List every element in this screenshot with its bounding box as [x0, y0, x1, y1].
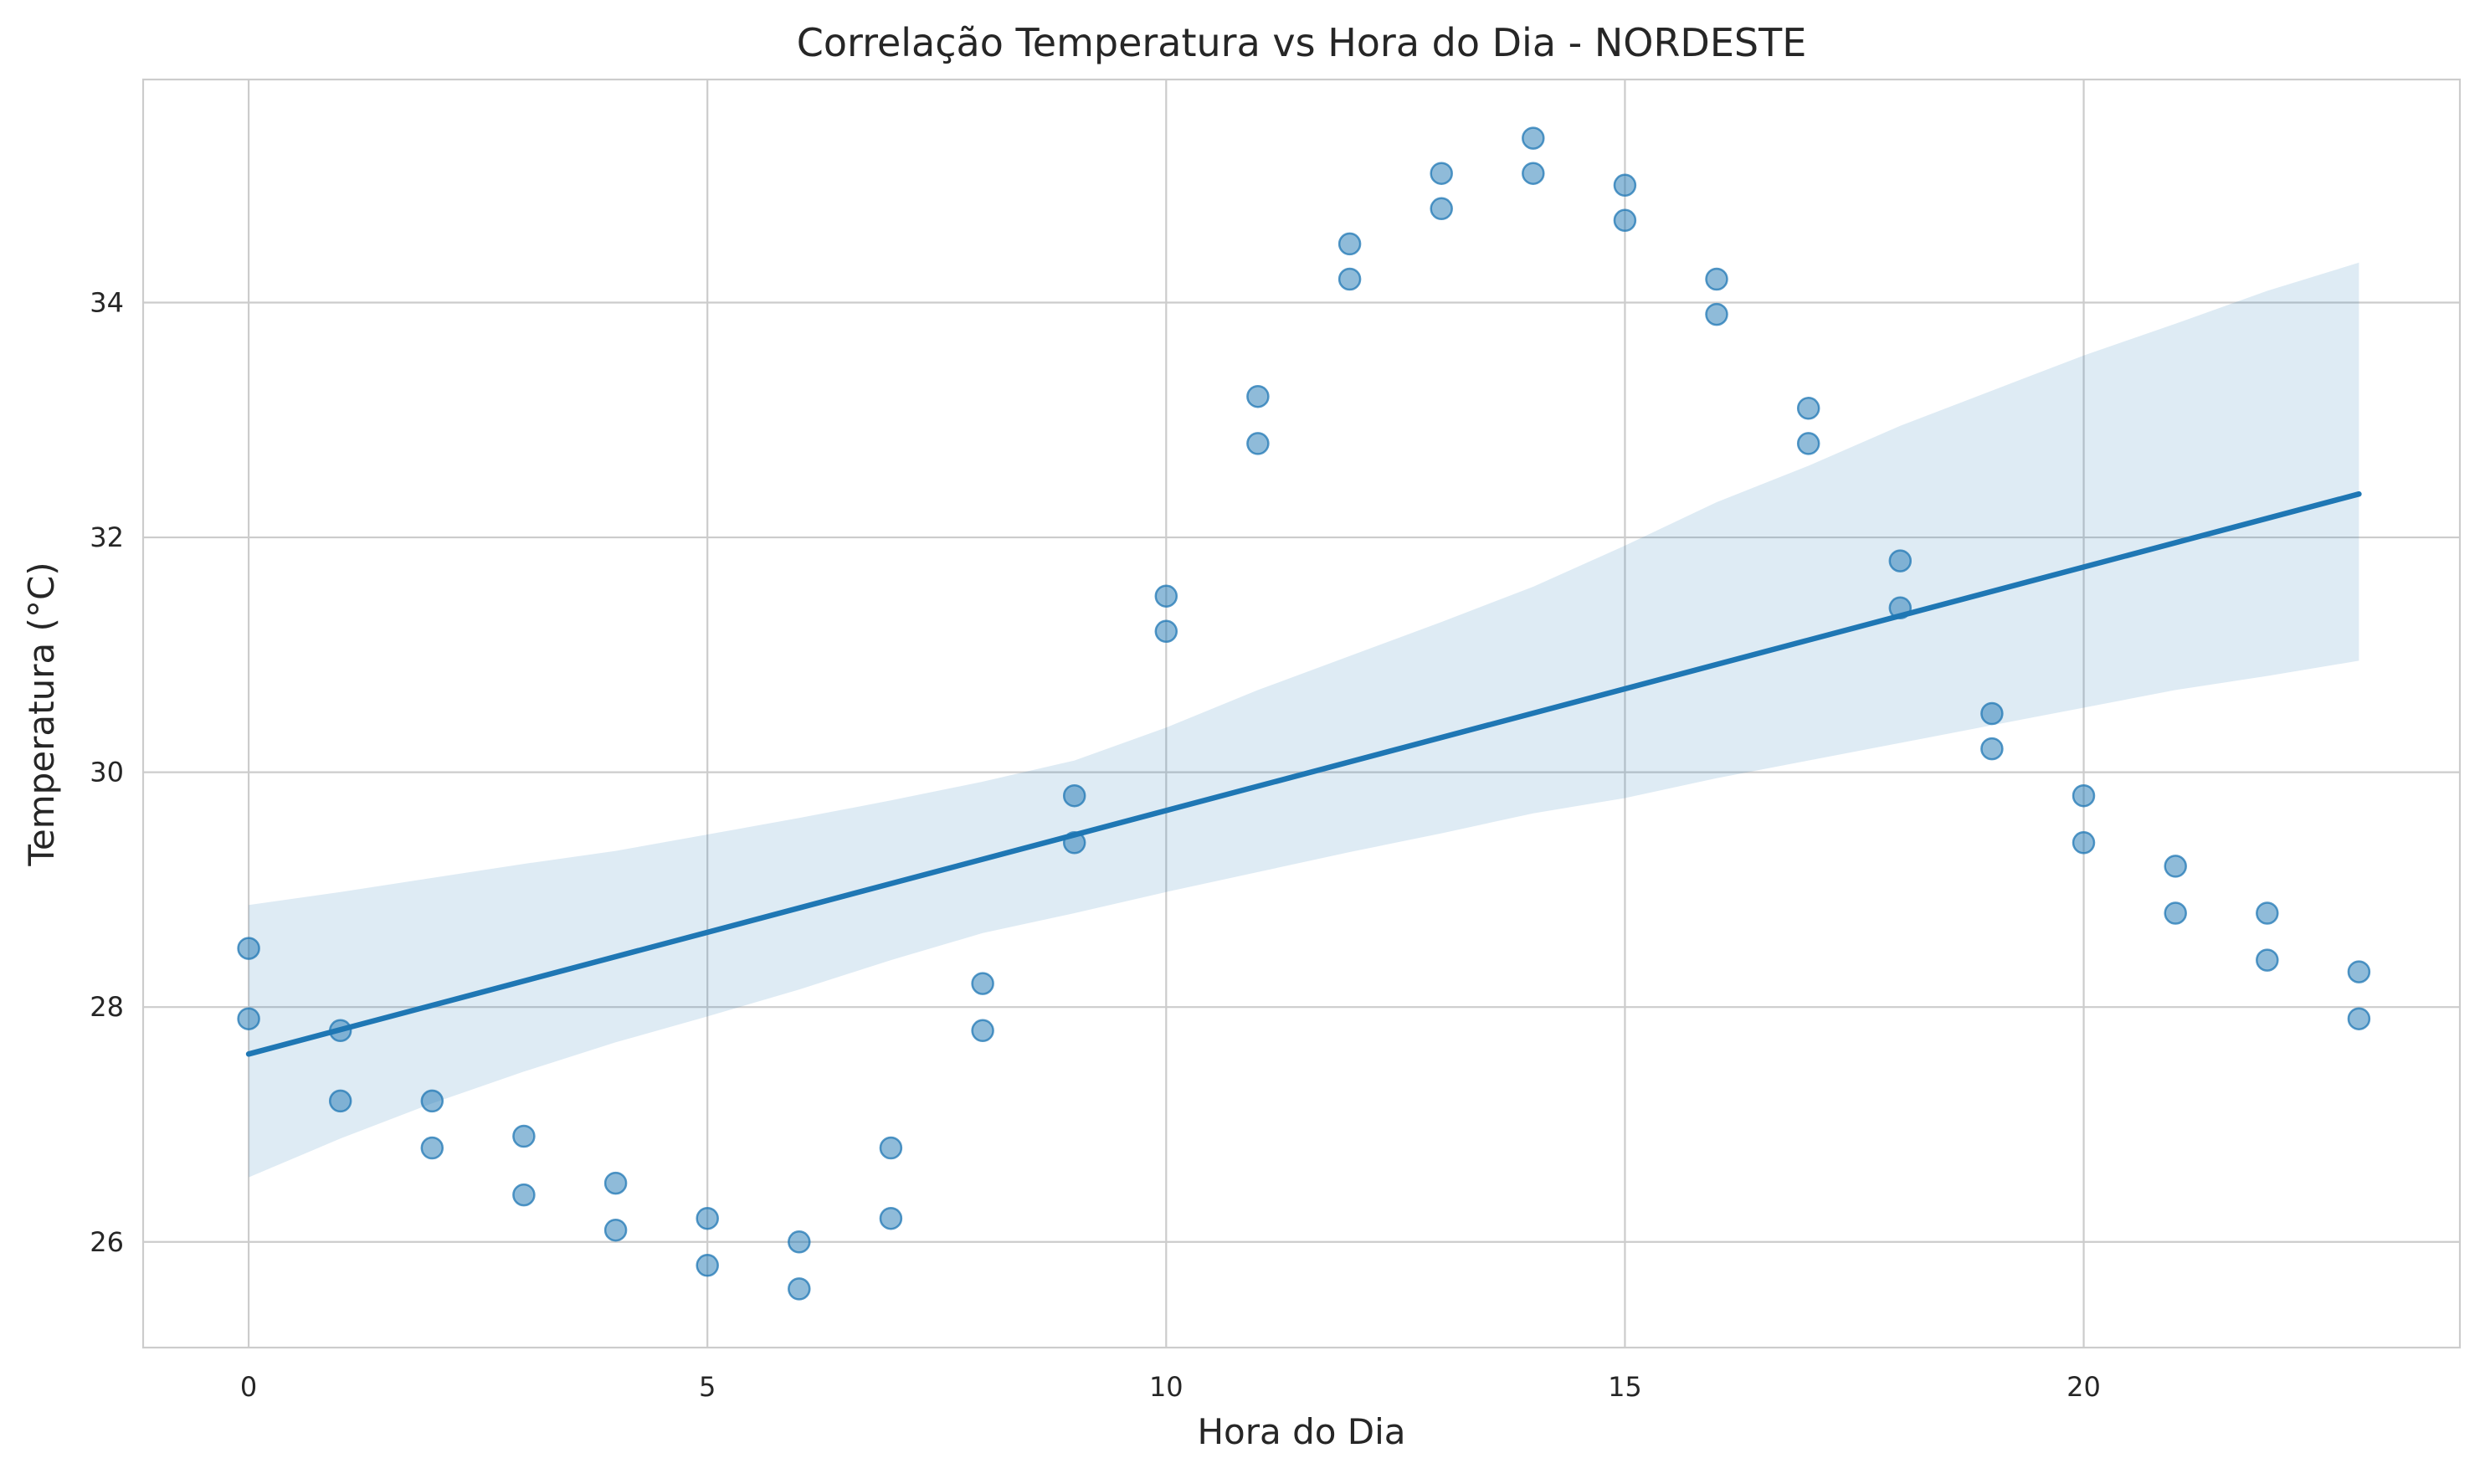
scatter-point — [788, 1277, 811, 1301]
scatter-point — [1062, 831, 1086, 855]
scatter-point — [1980, 737, 2004, 761]
scatter-point — [1430, 197, 1453, 221]
scatter-point — [2256, 901, 2279, 925]
scatter-point — [696, 1206, 719, 1230]
scatter-point — [2256, 948, 2279, 972]
scatter-point — [237, 1007, 260, 1030]
scatter-point — [237, 937, 260, 960]
scatter-point — [603, 1171, 628, 1195]
scatter-point — [788, 1230, 811, 1254]
x-axis-label: Hora do Dia — [1197, 1411, 1405, 1452]
y-axis-label: Temperatura (°C) — [21, 562, 62, 866]
scatter-point — [1796, 432, 1820, 455]
scatter-point — [1796, 397, 1820, 420]
scatter-point — [1613, 173, 1637, 198]
scatter-point — [1154, 619, 1178, 644]
scatter-point — [1430, 162, 1453, 185]
y-tick-label: 28 — [90, 991, 124, 1023]
scatter-point — [1154, 584, 1178, 608]
scatter-point — [1705, 267, 1728, 291]
scatter-point — [879, 1206, 903, 1230]
tick-labels-layer: 0 5 10 15 20 26 28 30 32 34 — [90, 287, 2101, 1403]
x-tick-label: 20 — [2067, 1371, 2101, 1403]
confidence-band — [249, 262, 2359, 1178]
scatter-point — [512, 1124, 536, 1148]
chart-title: Correlação Temperatura vs Hora do Dia - … — [797, 20, 1807, 65]
x-tick-label: 5 — [699, 1371, 716, 1403]
scatter-point — [1888, 549, 1913, 573]
scatter-point — [1337, 232, 1362, 256]
scatter-point — [1613, 208, 1637, 233]
y-tick-label: 32 — [90, 521, 124, 553]
scatter-point — [328, 1019, 352, 1043]
scatter-point — [2072, 783, 2096, 808]
scatter-point — [1522, 162, 1545, 185]
scatter-point — [2072, 831, 2096, 855]
scatter-point — [971, 1019, 994, 1043]
regression-line — [245, 490, 2362, 1057]
scatter-point — [2164, 901, 2187, 925]
scatter-point — [879, 1136, 903, 1160]
x-tick-label: 15 — [1608, 1371, 1642, 1403]
scatter-point — [1888, 596, 1913, 620]
scatter-point — [2347, 1007, 2371, 1030]
scatter-point — [1980, 701, 2004, 726]
scatter-point — [328, 1089, 352, 1113]
y-tick-label: 34 — [90, 287, 124, 319]
scatter-point — [1246, 432, 1270, 455]
scatter-point — [971, 972, 994, 995]
y-tick-label: 26 — [90, 1226, 124, 1258]
scatter-point — [512, 1183, 536, 1207]
scatter-point — [1522, 126, 1545, 150]
scatter-point — [1246, 384, 1270, 408]
confidence-band-layer — [249, 262, 2359, 1178]
grid-layer — [143, 80, 2460, 1348]
scatter-point — [603, 1218, 628, 1242]
scatter-point — [1062, 783, 1086, 808]
scatter-point — [420, 1089, 444, 1113]
scatter-points-layer — [237, 126, 2371, 1301]
scatter-point — [420, 1136, 444, 1160]
scatter-point — [1337, 267, 1362, 291]
x-tick-label: 10 — [1149, 1371, 1183, 1403]
scatter-point — [2347, 960, 2371, 983]
scatter-point — [696, 1254, 719, 1277]
x-tick-label: 0 — [240, 1371, 257, 1403]
plot-frame — [141, 78, 2462, 1349]
scatter-point — [1705, 302, 1728, 326]
y-tick-label: 30 — [90, 757, 124, 788]
scatter-point — [2164, 855, 2187, 878]
regression-line-layer — [245, 490, 2362, 1057]
